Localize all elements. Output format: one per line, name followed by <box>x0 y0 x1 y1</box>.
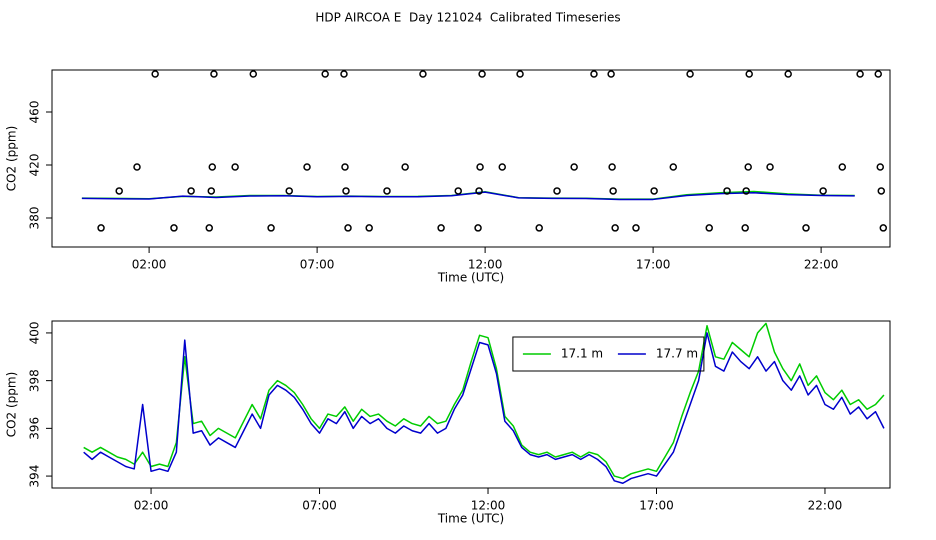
calibration-point <box>611 224 619 232</box>
calibration-point <box>723 187 731 195</box>
calibration-point <box>344 224 352 232</box>
calibration-point <box>650 187 658 195</box>
y-tick-label: 460 <box>28 101 42 124</box>
calibration-point <box>342 187 350 195</box>
calibration-point <box>475 187 483 195</box>
calibration-point <box>97 224 105 232</box>
calibration-point <box>187 187 195 195</box>
x-tick-label: 17:00 <box>639 499 674 513</box>
calibration-point <box>205 224 214 232</box>
x-tick-label: 07:00 <box>302 499 337 513</box>
calibration-point <box>570 163 578 171</box>
x-tick-label: 17:00 <box>636 258 671 272</box>
calibration-point <box>437 224 445 232</box>
calibration-point <box>784 70 792 78</box>
panel: 02:00 07:00 12:00 17:00 22:00 380 420 460 Time (… <box>5 69 891 285</box>
y-tick-label: 400 <box>28 321 42 344</box>
calibration-point <box>454 187 462 195</box>
calibration-point <box>877 187 886 195</box>
legend-label: 17.7 m <box>656 347 698 361</box>
calibration-point <box>476 163 484 171</box>
legend-box <box>512 336 705 372</box>
y-tick-label: 394 <box>28 465 42 488</box>
calibration-point <box>267 224 275 232</box>
chart-title: HDP AIRCOA E Day 121024 Calibrated Times… <box>315 11 620 25</box>
calibration-point <box>879 224 888 232</box>
calibration-point <box>478 70 486 78</box>
legend-label: 17.1 m <box>561 347 603 361</box>
calibration-point <box>838 163 847 171</box>
x-axis-label: Time (UTC) <box>437 271 504 285</box>
x-tick-label: 22:00 <box>808 499 843 513</box>
calibration-point <box>341 163 349 171</box>
calibration-point <box>745 70 753 78</box>
calibration-point <box>133 163 141 171</box>
calibration-point <box>208 163 217 171</box>
x-tick-label: 07:00 <box>300 258 335 272</box>
calibration-point <box>608 163 616 171</box>
calibration-point <box>365 224 373 232</box>
y-tick-label: 398 <box>28 369 42 392</box>
calibration-point <box>474 224 482 232</box>
calibration-point <box>383 187 391 195</box>
plot-frame <box>51 69 891 248</box>
calibration-point <box>705 224 713 232</box>
calibration-point <box>669 163 678 171</box>
calibration-point <box>802 224 810 232</box>
calibration-point <box>321 70 329 78</box>
calibration-point <box>742 187 750 195</box>
x-tick-label: 12:00 <box>471 499 506 513</box>
calibration-point <box>607 70 615 78</box>
x-tick-label: 22:00 <box>804 258 839 272</box>
calibration-point <box>210 70 218 78</box>
calibration-point <box>632 224 640 232</box>
calibration-point <box>151 70 159 78</box>
y-tick-label: 396 <box>28 417 42 440</box>
calibration-point <box>516 70 524 78</box>
calibration-point <box>419 70 427 78</box>
calibration-point <box>340 70 348 78</box>
calibration-point <box>609 187 617 195</box>
calibration-point <box>401 163 409 171</box>
calibration-point <box>285 187 293 195</box>
y-tick-label: 420 <box>28 154 42 177</box>
plot-frame <box>51 320 891 489</box>
calibration-point <box>498 163 506 171</box>
panel: 02:00 07:00 12:00 17:00 22:00 394 396 398 400 Tim… <box>5 320 891 526</box>
x-axis-label: Time (UTC) <box>437 512 504 526</box>
calibration-point <box>686 70 694 78</box>
calibration-point <box>170 224 178 232</box>
calibration-point <box>874 70 882 78</box>
calibration-point <box>249 70 258 78</box>
calibration-point <box>303 163 311 171</box>
legend: 17.1 m 17.7 m <box>512 336 705 372</box>
calibration-point <box>819 187 827 195</box>
calibration-point <box>207 187 216 195</box>
calibration-point <box>856 70 864 78</box>
series-line <box>83 332 885 484</box>
y-axis-label: CO2 (ppm) <box>5 372 19 438</box>
calibration-point <box>590 70 598 78</box>
x-tick-label: 02:00 <box>134 499 169 513</box>
x-tick-label: 02:00 <box>132 258 167 272</box>
y-tick-label: 380 <box>28 207 42 230</box>
calibration-point <box>766 163 774 171</box>
calibration-point <box>115 187 123 195</box>
calibration-point <box>744 163 752 171</box>
x-tick-label: 12:00 <box>468 258 503 272</box>
calibration-point <box>535 224 543 232</box>
y-axis-label: CO2 (ppm) <box>5 126 19 192</box>
calibration-point <box>741 224 749 232</box>
series-line <box>83 322 885 480</box>
calibration-point <box>231 163 239 171</box>
calibration-point <box>876 163 885 171</box>
calibration-point <box>553 187 561 195</box>
